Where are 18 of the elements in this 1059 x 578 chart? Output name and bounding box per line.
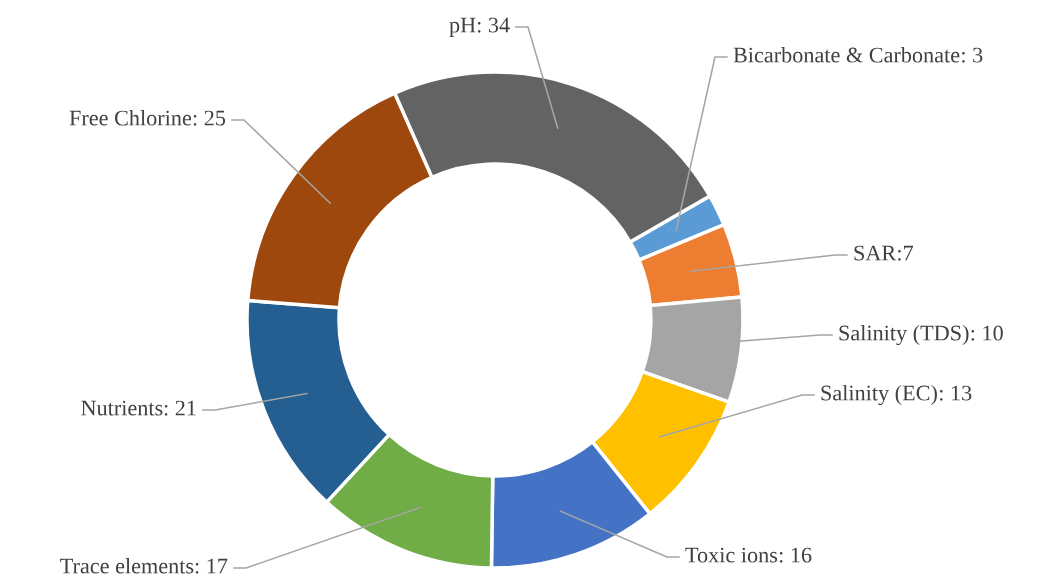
slice-label: Nutrients xyxy=(81,400,163,416)
data-label: : 25 xyxy=(193,110,226,126)
slice-label: Bicarbonate & Carbonate xyxy=(733,46,960,63)
data-label: : 13 xyxy=(940,385,972,401)
data-label: : 17 xyxy=(195,558,228,574)
data-label: : 10 xyxy=(971,325,1003,341)
slice-label: Salinity (TDS) xyxy=(839,324,969,346)
slice-label: Salinity (EC) xyxy=(821,384,937,406)
data-label: : 16 xyxy=(779,547,812,563)
slice-label: Free Chlorine xyxy=(69,109,192,126)
data-label: : 34 xyxy=(477,17,510,33)
slice-label: SAR xyxy=(854,245,897,261)
data-label: : 3 xyxy=(962,47,983,63)
data-label: :7 xyxy=(898,245,914,261)
data-label: : 21 xyxy=(164,400,196,416)
slice-label: Toxic ions xyxy=(685,547,778,563)
slice-label: Trace elements xyxy=(60,557,194,574)
slice-label: pH xyxy=(449,17,476,38)
